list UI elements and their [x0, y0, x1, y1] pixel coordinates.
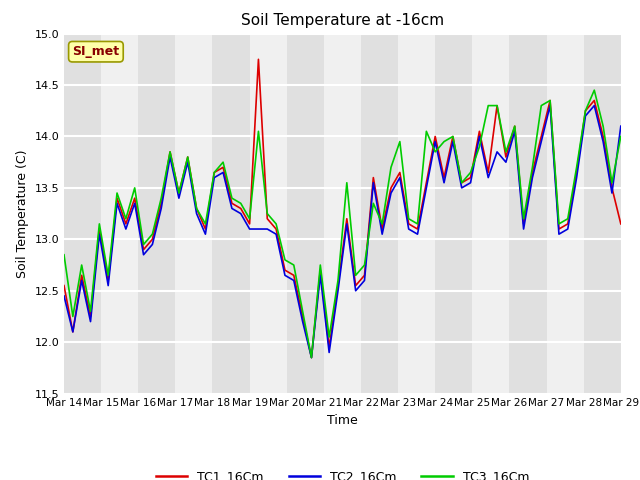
TC1_16Cm — [387, 185, 395, 191]
Text: SI_met: SI_met — [72, 45, 120, 58]
Bar — [361, 34, 398, 394]
Title: Soil Temperature at -16cm: Soil Temperature at -16cm — [241, 13, 444, 28]
Bar — [398, 34, 435, 394]
TC3_16Cm — [131, 185, 138, 191]
Bar — [547, 34, 584, 394]
Bar — [212, 34, 250, 394]
Bar — [584, 34, 621, 394]
TC2_16Cm — [131, 201, 138, 206]
TC3_16Cm — [343, 180, 351, 186]
TC2_16Cm — [343, 221, 351, 227]
X-axis label: Time: Time — [327, 414, 358, 427]
Y-axis label: Soil Temperature (C): Soil Temperature (C) — [16, 149, 29, 278]
TC1_16Cm — [255, 57, 262, 62]
TC3_16Cm — [308, 355, 316, 360]
Line: TC1_16Cm: TC1_16Cm — [64, 60, 621, 358]
TC2_16Cm — [431, 139, 439, 144]
Legend: TC1_16Cm, TC2_16Cm, TC3_16Cm: TC1_16Cm, TC2_16Cm, TC3_16Cm — [151, 465, 534, 480]
TC1_16Cm — [617, 221, 625, 227]
Line: TC3_16Cm: TC3_16Cm — [64, 90, 621, 358]
Bar — [287, 34, 324, 394]
Line: TC2_16Cm: TC2_16Cm — [64, 106, 621, 358]
Bar — [175, 34, 212, 394]
Bar — [64, 34, 101, 394]
TC2_16Cm — [290, 277, 298, 283]
TC2_16Cm — [378, 231, 386, 237]
TC1_16Cm — [440, 175, 448, 180]
TC3_16Cm — [422, 129, 430, 134]
TC3_16Cm — [290, 262, 298, 268]
TC1_16Cm — [352, 283, 360, 288]
TC1_16Cm — [60, 283, 68, 288]
TC2_16Cm — [617, 123, 625, 129]
TC3_16Cm — [591, 87, 598, 93]
TC2_16Cm — [60, 293, 68, 299]
TC2_16Cm — [422, 185, 430, 191]
Bar — [101, 34, 138, 394]
TC1_16Cm — [131, 195, 138, 201]
TC3_16Cm — [431, 149, 439, 155]
Bar — [509, 34, 547, 394]
TC3_16Cm — [378, 221, 386, 227]
TC3_16Cm — [617, 133, 625, 139]
Bar — [250, 34, 287, 394]
TC2_16Cm — [308, 355, 316, 360]
TC1_16Cm — [308, 355, 316, 360]
TC1_16Cm — [299, 313, 307, 319]
TC2_16Cm — [547, 103, 554, 108]
TC3_16Cm — [60, 252, 68, 258]
TC1_16Cm — [431, 133, 439, 139]
Bar — [138, 34, 175, 394]
Bar — [324, 34, 361, 394]
Bar — [435, 34, 472, 394]
Bar — [472, 34, 509, 394]
